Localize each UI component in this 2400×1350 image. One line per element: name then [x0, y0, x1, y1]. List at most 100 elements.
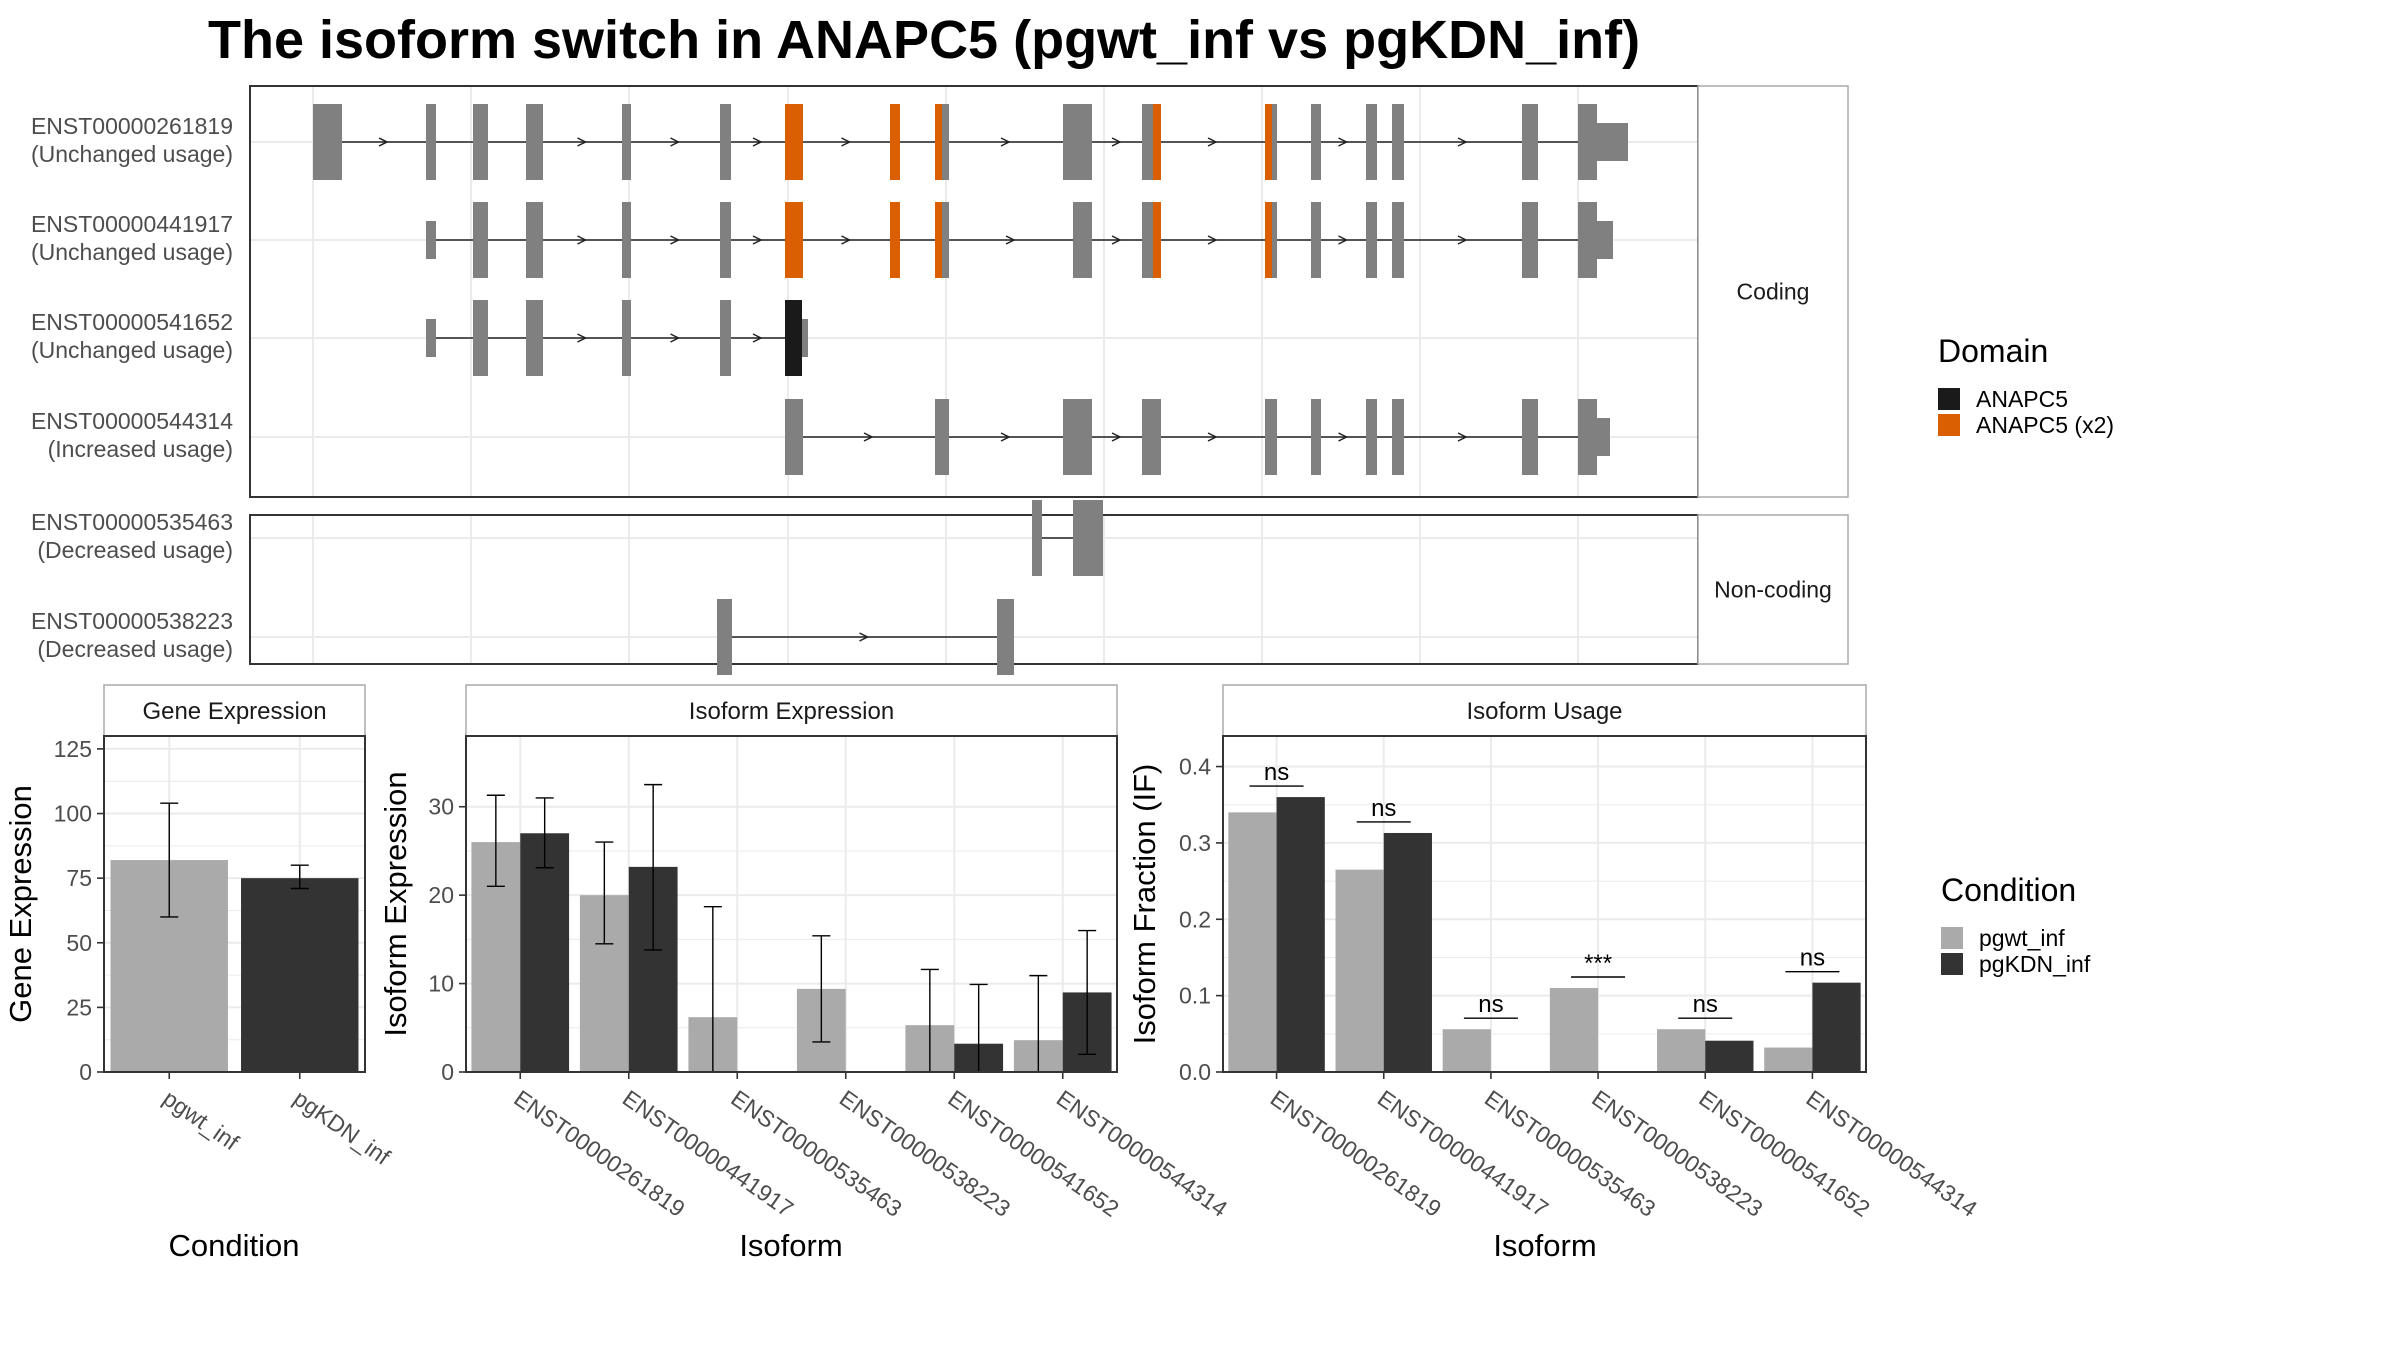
coding-exon	[1063, 104, 1092, 180]
anapc5-x2-domain-exon	[1265, 104, 1272, 180]
isoform-usage-label: (Unchanged usage)	[31, 337, 233, 363]
coding-exon	[997, 599, 1014, 675]
isoform-id-label: ENST00000441917	[31, 211, 233, 237]
coding-exon	[720, 202, 731, 278]
x-tick-label: pgwt_inf	[158, 1085, 244, 1156]
panel-title: Isoform Usage	[1466, 698, 1622, 725]
coding-exon	[1272, 202, 1277, 278]
significance-label: ns	[1478, 991, 1503, 1018]
coding-exon	[1142, 104, 1153, 180]
isoform-usage-label: (Unchanged usage)	[31, 141, 233, 167]
y-tick-label: 0.4	[1179, 754, 1211, 780]
isoform-id-label: ENST00000261819	[31, 113, 233, 139]
isoform-usage-chart: Isoform Usage ns ns ns *** ns ns 0.0 0.1 0.2 0.3 0.…	[1127, 684, 1982, 1263]
gene-expression-chart: Gene Expression 0 25 50 75 100 125 pgwt_inf pgKD…	[3, 684, 395, 1263]
intron-arrow	[1338, 235, 1349, 245]
intron-arrow	[752, 235, 763, 245]
bar	[1705, 1040, 1754, 1072]
intron-arrow	[1111, 235, 1122, 245]
coding-exon	[935, 399, 949, 475]
coding-exon	[1142, 399, 1161, 475]
intron-arrow	[841, 137, 852, 147]
y-tick-label: 20	[428, 882, 454, 908]
coding-exon	[1265, 399, 1277, 475]
bar	[1657, 1029, 1706, 1072]
facet-label: Non-coding	[1714, 577, 1832, 603]
facet-strip	[1697, 514, 1849, 665]
coding-exon	[1522, 202, 1538, 278]
coding-exon	[478, 300, 488, 376]
significance-label: ***	[1584, 950, 1612, 977]
coding-exon	[1522, 104, 1538, 180]
coding-exon	[1392, 104, 1404, 180]
bar	[520, 833, 570, 1072]
intron-arrow	[1207, 235, 1218, 245]
error-bar	[812, 935, 831, 1043]
intron-arrow	[752, 137, 763, 147]
bar	[1442, 1029, 1491, 1072]
bar	[1549, 988, 1599, 1072]
coding-exon	[1080, 399, 1092, 475]
significance-label: ns	[1693, 991, 1718, 1018]
coding-exon	[1063, 399, 1080, 475]
x-axis-title: Condition	[169, 1228, 300, 1263]
intron-arrow	[1111, 432, 1122, 442]
coding-exon	[1073, 202, 1092, 278]
coding-exon	[473, 300, 478, 376]
coding-exon	[622, 104, 631, 180]
bar	[1335, 869, 1384, 1072]
domain-legend-title: Domain	[1938, 333, 2048, 369]
coding-exon	[1366, 202, 1377, 278]
y-tick-label: 0	[441, 1059, 454, 1085]
isoform-expression-chart: Isoform Expression0102030ENST00000261819…	[378, 684, 1233, 1263]
intron-arrow	[670, 137, 681, 147]
coding-exon	[313, 104, 326, 180]
error-bar	[644, 783, 663, 951]
coding-exon	[1522, 399, 1538, 475]
condition-legend-label: pgwt_inf	[1979, 925, 2065, 951]
facet-label: Coding	[1737, 279, 1810, 305]
bar	[1764, 1047, 1813, 1072]
y-tick-label: 100	[54, 801, 92, 827]
isoform-track-enst00000441917: ENST00000441917(Unchanged usage)	[31, 202, 1613, 278]
isoform-track-enst00000544314: ENST00000544314(Increased usage)	[31, 399, 1610, 475]
coding-exon	[1578, 202, 1597, 278]
intron-arrow	[863, 432, 874, 442]
structure-panel-non-coding: Non-coding	[249, 514, 1849, 665]
domain-legend-label: ANAPC5	[1976, 386, 2068, 412]
y-tick-label: 125	[54, 736, 92, 762]
coding-exon	[1392, 202, 1404, 278]
x-tick-label: ENST00000544314	[1052, 1085, 1233, 1222]
coding-exon	[1392, 399, 1404, 475]
x-tick-label: ENST00000538223	[1587, 1085, 1767, 1222]
domain-legend-key	[1938, 414, 1960, 436]
facet-strip	[1697, 85, 1849, 498]
y-axis-title: Gene Expression	[3, 785, 38, 1023]
anapc5-x2-domain-exon	[785, 104, 803, 180]
condition-legend-key	[1941, 953, 1963, 975]
bar	[1276, 797, 1325, 1072]
coding-exon	[720, 104, 731, 180]
utr-exon	[426, 319, 436, 357]
intron-arrow	[1000, 137, 1011, 147]
coding-exon	[942, 104, 949, 180]
y-tick-label: 0.0	[1179, 1059, 1211, 1085]
panel-title: Gene Expression	[142, 698, 326, 725]
y-axis-title: Isoform Expression	[378, 771, 413, 1036]
error-bar	[595, 841, 614, 945]
isoform-track-enst00000261819: ENST00000261819(Unchanged usage)	[31, 104, 1628, 180]
intron-arrow	[378, 137, 389, 147]
coding-exon	[326, 104, 342, 180]
coding-exon	[1578, 399, 1597, 475]
intron-arrow	[1111, 137, 1122, 147]
condition-legend-label: pgKDN_inf	[1979, 951, 2091, 977]
isoform-usage-label: (Increased usage)	[48, 436, 233, 462]
coding-exon	[717, 599, 732, 675]
intron-arrow	[752, 333, 763, 343]
intron-arrow	[577, 235, 588, 245]
intron-arrow	[1207, 432, 1218, 442]
isoform-id-label: ENST00000544314	[31, 408, 233, 434]
coding-exon	[526, 202, 543, 278]
intron-arrow	[859, 632, 870, 642]
isoform-id-label: ENST00000541652	[31, 309, 233, 335]
